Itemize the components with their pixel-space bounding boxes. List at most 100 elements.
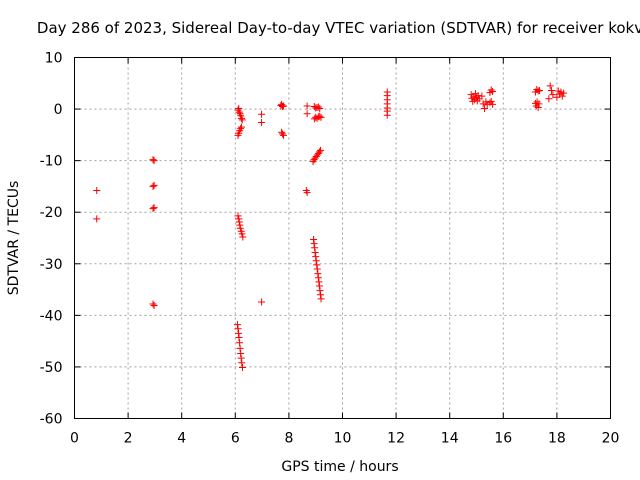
data-point	[487, 86, 495, 94]
data-point	[317, 113, 325, 121]
data-point	[560, 89, 568, 97]
data-point	[238, 116, 246, 124]
data-point	[535, 87, 543, 95]
data-point	[258, 118, 266, 126]
data-point	[317, 146, 325, 154]
data-point	[235, 108, 243, 116]
data-point	[316, 112, 324, 120]
data-point	[469, 97, 477, 105]
y-tick-label: -50	[40, 360, 63, 376]
data-point	[258, 298, 266, 306]
data-point	[258, 110, 266, 118]
data-point	[311, 244, 319, 252]
data-point	[317, 295, 325, 303]
data-point	[233, 321, 241, 329]
data-point	[237, 354, 245, 362]
data-point	[278, 130, 286, 138]
data-point	[489, 100, 497, 108]
data-point	[239, 233, 247, 241]
data-point	[234, 325, 242, 333]
data-point	[534, 104, 542, 112]
data-point	[315, 148, 323, 156]
data-point	[310, 240, 318, 248]
y-tick-label: -60	[40, 412, 63, 428]
data-point	[549, 91, 557, 99]
data-point	[150, 181, 158, 189]
x-tick-label: 16	[494, 431, 512, 447]
data-point	[149, 156, 157, 164]
data-point	[236, 339, 244, 347]
data-point	[315, 278, 323, 286]
data-point	[235, 334, 243, 342]
y-tick-label: 0	[54, 102, 63, 118]
data-point	[149, 205, 157, 213]
axis-ticks	[74, 57, 611, 419]
x-tick-label: 0	[70, 431, 79, 447]
data-point	[93, 187, 101, 195]
data-point	[93, 215, 101, 223]
y-tick-labels: 10 0 -10 -20 -30 -40 -50 -60	[40, 51, 63, 428]
y-tick-label: -30	[40, 257, 63, 273]
data-point	[234, 212, 242, 220]
data-point	[236, 344, 244, 352]
x-tick-label: 20	[602, 431, 620, 447]
data-point	[149, 300, 157, 308]
y-axis-label: SDTVAR / TECUs	[6, 181, 22, 296]
data-point	[236, 221, 244, 229]
data-point	[314, 274, 322, 282]
data-point	[278, 128, 286, 136]
grid	[74, 57, 611, 419]
data-point	[149, 182, 157, 190]
data-point	[303, 102, 311, 110]
data-point	[478, 92, 486, 100]
data-point	[236, 224, 244, 232]
data-point	[235, 329, 243, 337]
data-point	[314, 270, 322, 278]
data-point	[150, 302, 158, 310]
x-tick-label: 14	[441, 431, 459, 447]
data-point	[487, 97, 495, 105]
x-tick-labels: 0 2 4 6 8 10 12 14 16 18 20	[70, 431, 619, 447]
data-point	[489, 88, 497, 96]
data-points	[93, 82, 568, 371]
data-point	[235, 218, 243, 226]
data-point	[237, 123, 245, 131]
data-point	[548, 87, 556, 95]
x-tick-label: 4	[177, 431, 186, 447]
y-tick-label: -20	[40, 205, 63, 221]
x-axis-label: GPS time / hours	[281, 459, 398, 475]
data-point	[558, 92, 566, 100]
data-point	[235, 105, 243, 113]
data-point	[150, 204, 158, 212]
data-point	[534, 87, 542, 95]
data-point	[313, 261, 321, 269]
data-point	[312, 253, 320, 261]
data-point	[316, 287, 324, 295]
chart-title: Day 286 of 2023, Sidereal Day-to-day VTE…	[37, 19, 640, 37]
data-point	[546, 82, 554, 90]
data-point	[150, 157, 158, 165]
data-point	[316, 105, 324, 113]
data-point	[314, 103, 322, 111]
x-tick-label: 12	[387, 431, 405, 447]
data-point	[313, 265, 321, 273]
x-tick-label: 8	[284, 431, 293, 447]
y-tick-label: -10	[40, 154, 63, 170]
data-point	[237, 125, 245, 133]
data-point	[280, 131, 288, 139]
data-point	[312, 257, 320, 265]
x-tick-label: 18	[548, 431, 566, 447]
data-point	[317, 291, 325, 299]
data-point	[310, 236, 318, 244]
data-point	[315, 282, 323, 290]
data-point	[535, 100, 543, 108]
data-point	[303, 110, 311, 118]
data-point	[383, 111, 391, 119]
x-tick-label: 6	[231, 431, 240, 447]
y-tick-label: -40	[40, 308, 63, 324]
data-point	[238, 359, 246, 367]
data-point	[235, 215, 243, 223]
data-point	[278, 102, 286, 110]
data-point	[280, 102, 288, 110]
